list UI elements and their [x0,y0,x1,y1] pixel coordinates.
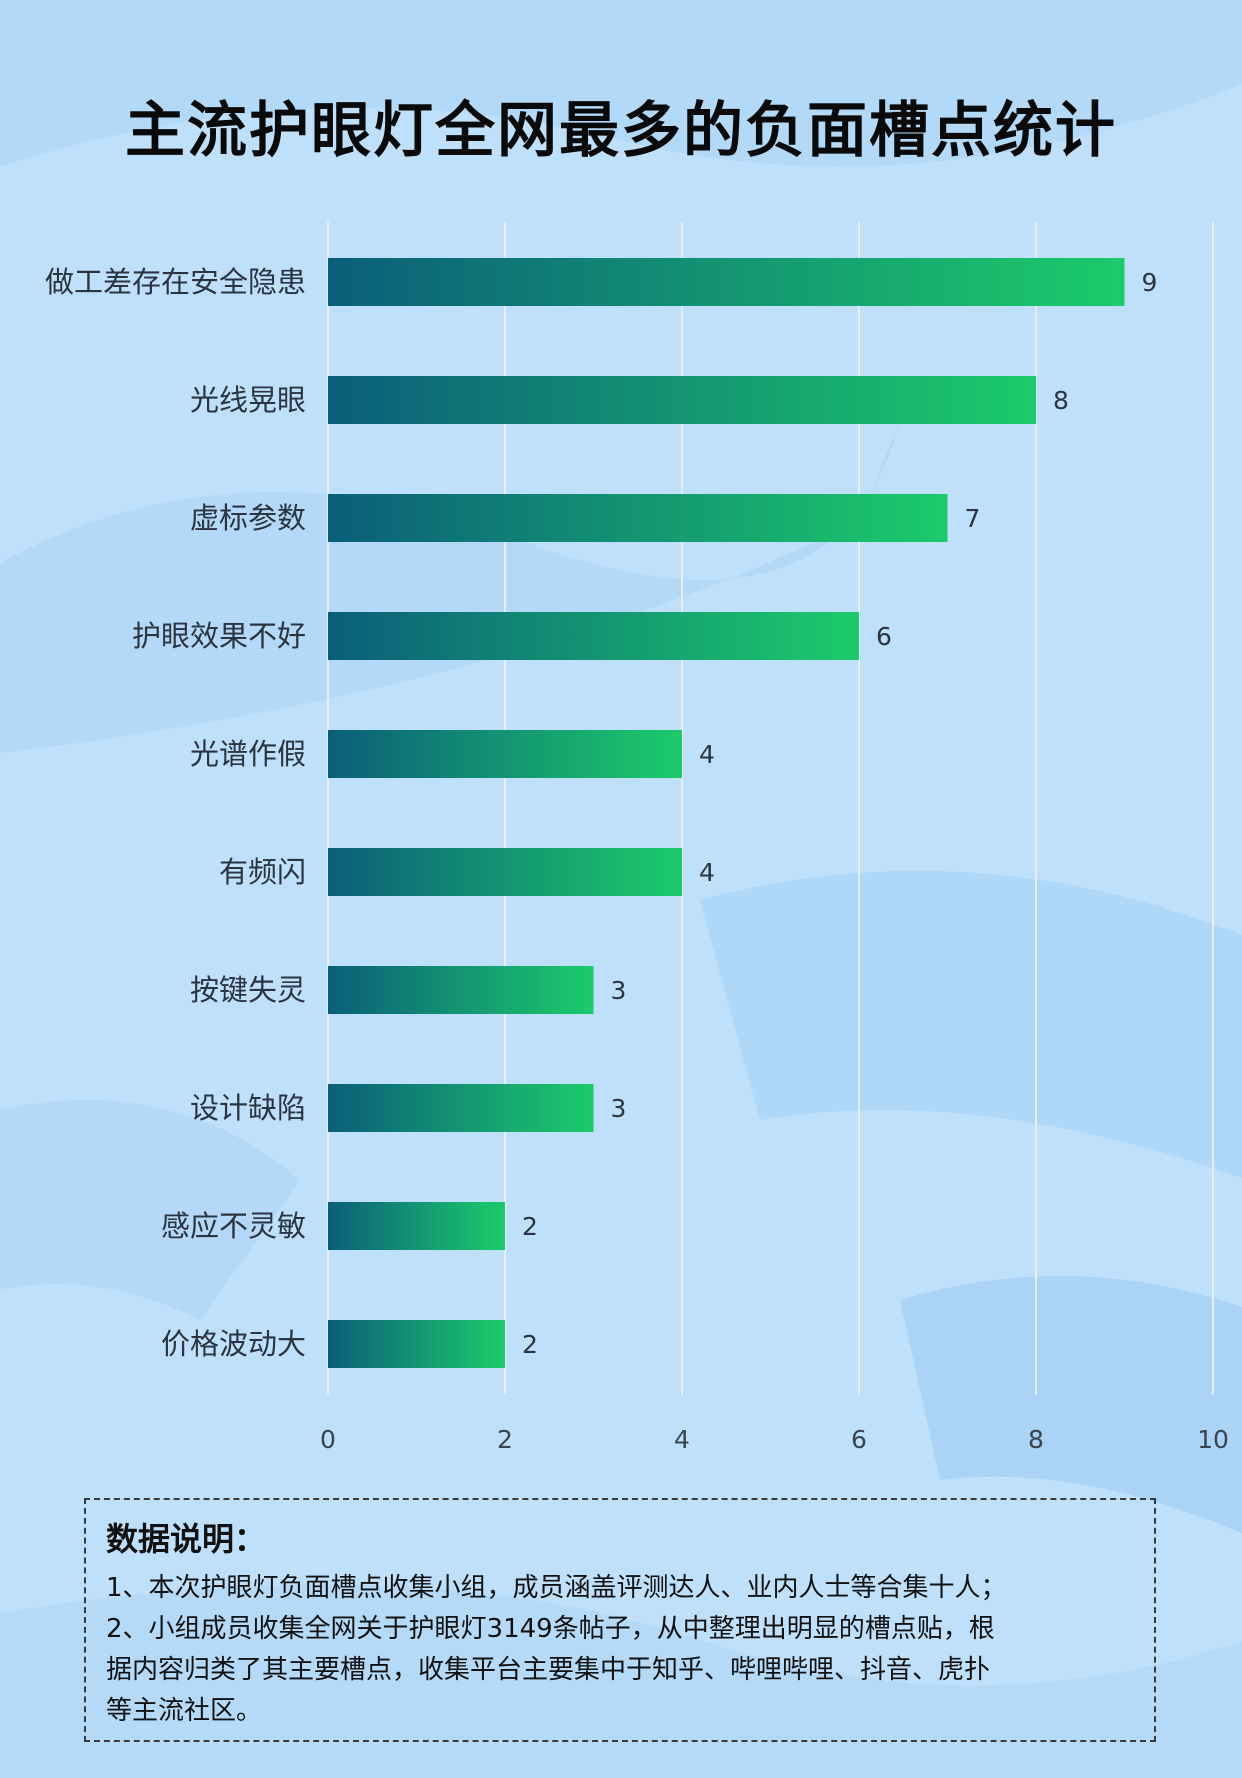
value-label: 8 [1053,386,1069,415]
category-label: 光谱作假 [190,737,306,771]
data-notes-box: 数据说明： 1、本次护眼灯负面槽点收集小组，成员涵盖评测达人、业内人士等合集十人… [84,1498,1156,1742]
bar [328,1320,505,1368]
value-label: 4 [699,740,715,769]
category-label: 有频闪 [219,855,306,889]
notes-line-4: 等主流社区。 [106,1696,263,1726]
value-label: 7 [965,504,981,533]
bar [328,258,1125,306]
bar [328,1084,594,1132]
x-tick-label: 2 [497,1425,513,1454]
value-label: 6 [876,622,892,651]
x-tick-label: 8 [1028,1425,1044,1454]
category-label: 感应不灵敏 [161,1209,306,1243]
value-label: 2 [522,1330,538,1359]
category-label: 光线晃眼 [190,383,306,417]
notes-line-3: 据内容归类了其主要槽点，收集平台主要集中于知乎、哔哩哔哩、抖音、虎扑 [106,1655,991,1685]
category-label: 护眼效果不好 [132,619,306,653]
bar [328,376,1036,424]
x-tick-label: 10 [1197,1425,1229,1454]
value-label: 3 [611,976,627,1005]
notes-line-2: 2、小组成员收集全网关于护眼灯3149条帖子，从中整理出明显的槽点贴，根 [106,1614,995,1644]
bar [328,966,594,1014]
value-label: 2 [522,1212,538,1241]
category-label: 按键失灵 [190,973,306,1007]
category-label: 做工差存在安全隐患 [45,265,306,299]
bar [328,730,682,778]
value-label: 9 [1142,268,1158,297]
category-label: 虚标参数 [190,501,306,535]
value-label: 4 [699,858,715,887]
page-title: 主流护眼灯全网最多的负面槽点统计 [125,96,1117,166]
bar [328,848,682,896]
x-tick-label: 0 [320,1425,336,1454]
x-tick-label: 4 [674,1425,690,1454]
category-label: 价格波动大 [161,1327,306,1361]
notes-line-1: 1、本次护眼灯负面槽点收集小组，成员涵盖评测达人、业内人士等合集十人； [106,1573,1007,1603]
bar [328,612,859,660]
notes-title: 数据说明： [106,1520,267,1558]
bar [328,1202,505,1250]
value-label: 3 [611,1094,627,1123]
x-tick-label: 6 [851,1425,867,1454]
category-label: 设计缺陷 [190,1091,306,1125]
bar [328,494,948,542]
